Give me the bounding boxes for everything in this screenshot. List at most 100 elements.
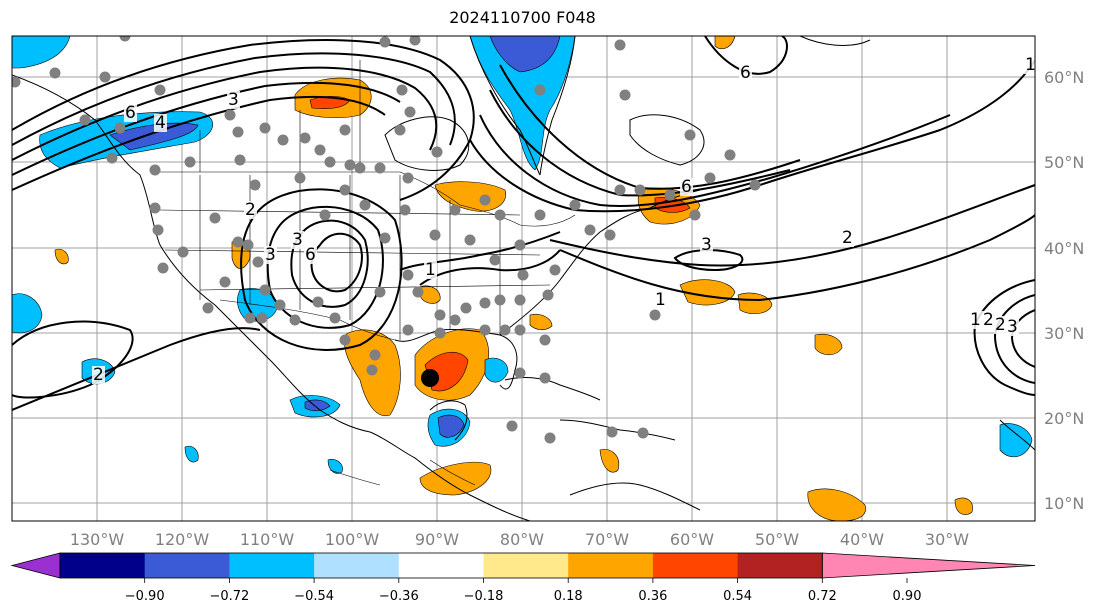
shade-orange-pacific-small bbox=[54, 248, 69, 265]
colorbar-tick-label: 0.18 bbox=[554, 589, 583, 604]
colorbar-segment bbox=[737, 553, 823, 578]
station-dot bbox=[99, 71, 111, 83]
south-america-coast bbox=[569, 482, 701, 511]
station-dot bbox=[344, 159, 356, 171]
colorbar-tick-label: 0.54 bbox=[723, 589, 752, 604]
station-dot bbox=[12, 76, 21, 88]
contour-label-bg bbox=[969, 311, 982, 329]
contour-label-bg bbox=[994, 316, 1007, 334]
yucatan-coastline bbox=[429, 400, 468, 441]
shade-blue-small-2 bbox=[327, 459, 343, 474]
station-dot bbox=[294, 172, 306, 184]
station-dot bbox=[614, 39, 626, 51]
lat-label: 30°N bbox=[1044, 324, 1084, 343]
station-dot bbox=[399, 204, 411, 216]
station-dot bbox=[289, 314, 301, 326]
station-dot bbox=[119, 36, 131, 42]
contour-label: 6 bbox=[740, 63, 751, 83]
contour-line-10 bbox=[559, 214, 1035, 302]
shade-orange-southeast-2 bbox=[954, 497, 973, 515]
station-dot bbox=[339, 184, 351, 196]
colorbar-segment bbox=[483, 553, 569, 578]
station-dot bbox=[479, 194, 491, 206]
iceland-coast bbox=[799, 36, 871, 46]
lat-label: 40°N bbox=[1044, 239, 1084, 258]
station-dot bbox=[299, 132, 311, 144]
station-dot bbox=[749, 179, 761, 191]
lon-label: 40°W bbox=[840, 530, 884, 549]
station-dot bbox=[259, 284, 271, 296]
station-dot bbox=[149, 164, 161, 176]
colorbar-tick-label: −0.90 bbox=[125, 589, 165, 604]
station-dot bbox=[329, 312, 341, 324]
station-dot bbox=[514, 367, 526, 379]
station-dot bbox=[460, 302, 472, 314]
contour-label-bg bbox=[304, 246, 317, 264]
contour-label: 4 bbox=[155, 113, 166, 133]
station-dot bbox=[369, 349, 381, 361]
map-title: 2024110700 F048 bbox=[449, 8, 596, 27]
station-dot bbox=[429, 229, 441, 241]
station-dot bbox=[549, 264, 561, 276]
lon-label: 60°W bbox=[670, 530, 714, 549]
shade-orange-centralamerica bbox=[419, 462, 492, 496]
station-dot bbox=[569, 199, 581, 211]
contour-line-24 bbox=[399, 231, 561, 271]
station-dot bbox=[379, 36, 391, 48]
colorbar-tick-label: −0.18 bbox=[464, 589, 504, 604]
contour-label-bg bbox=[739, 64, 752, 82]
contour-label: 6 bbox=[125, 103, 136, 123]
shade-orange-southeast bbox=[807, 488, 866, 521]
contour-label-bg bbox=[154, 114, 167, 132]
station-dot bbox=[544, 432, 556, 444]
lon-label: 30°W bbox=[925, 530, 969, 549]
station-dot bbox=[514, 239, 526, 251]
station-dot bbox=[324, 156, 336, 168]
colorbar-frame bbox=[59, 552, 823, 579]
pacific-coastline bbox=[12, 74, 531, 521]
contour-line-11 bbox=[549, 184, 1035, 267]
station-dot bbox=[404, 106, 416, 118]
contour-label-bg bbox=[227, 91, 240, 109]
colorbar-segment bbox=[60, 553, 146, 578]
station-dot bbox=[114, 122, 126, 134]
station-dot bbox=[499, 324, 511, 336]
contour-label: 2 bbox=[93, 365, 104, 385]
anomaly-shading bbox=[12, 36, 1033, 521]
station-dot bbox=[242, 239, 254, 251]
colorbar-segment bbox=[229, 553, 315, 578]
contour-label: 1 bbox=[1025, 55, 1036, 75]
station-dot bbox=[534, 209, 546, 221]
station-dot bbox=[464, 234, 476, 246]
contour-label-bg bbox=[700, 236, 713, 254]
contour-label-bg bbox=[982, 311, 995, 329]
contour-label-bg bbox=[264, 246, 277, 264]
contour-label-bg bbox=[1024, 56, 1035, 74]
contour-line-15 bbox=[266, 205, 384, 329]
contour-label-bg bbox=[1006, 318, 1019, 336]
central-america-borders bbox=[329, 459, 476, 486]
shade-darkblue-yucatan bbox=[437, 414, 465, 438]
contour-line-5 bbox=[12, 95, 386, 191]
shade-blue-small-1 bbox=[184, 445, 199, 463]
storm-center-marker bbox=[421, 369, 439, 387]
contour-label: 2 bbox=[842, 228, 853, 248]
shade-blue-pacific-west bbox=[12, 293, 43, 334]
station-dot bbox=[359, 199, 371, 211]
contour-label: 2 bbox=[245, 200, 256, 220]
contour-label: 3 bbox=[701, 235, 712, 255]
station-dot bbox=[149, 202, 161, 214]
labrador-coast bbox=[629, 114, 705, 166]
station-dot bbox=[479, 297, 491, 309]
station-dots bbox=[12, 36, 761, 444]
station-dot bbox=[402, 269, 414, 281]
greenland-west-coast bbox=[469, 36, 541, 176]
station-dot bbox=[409, 36, 421, 46]
station-dot bbox=[234, 154, 246, 166]
station-dot bbox=[431, 146, 443, 158]
contour-line-3 bbox=[12, 66, 438, 161]
colorbar-tick-label: −0.72 bbox=[209, 589, 249, 604]
station-dot bbox=[517, 269, 529, 281]
station-dot bbox=[619, 89, 631, 101]
shade-blue-eastatlantic bbox=[999, 423, 1033, 458]
